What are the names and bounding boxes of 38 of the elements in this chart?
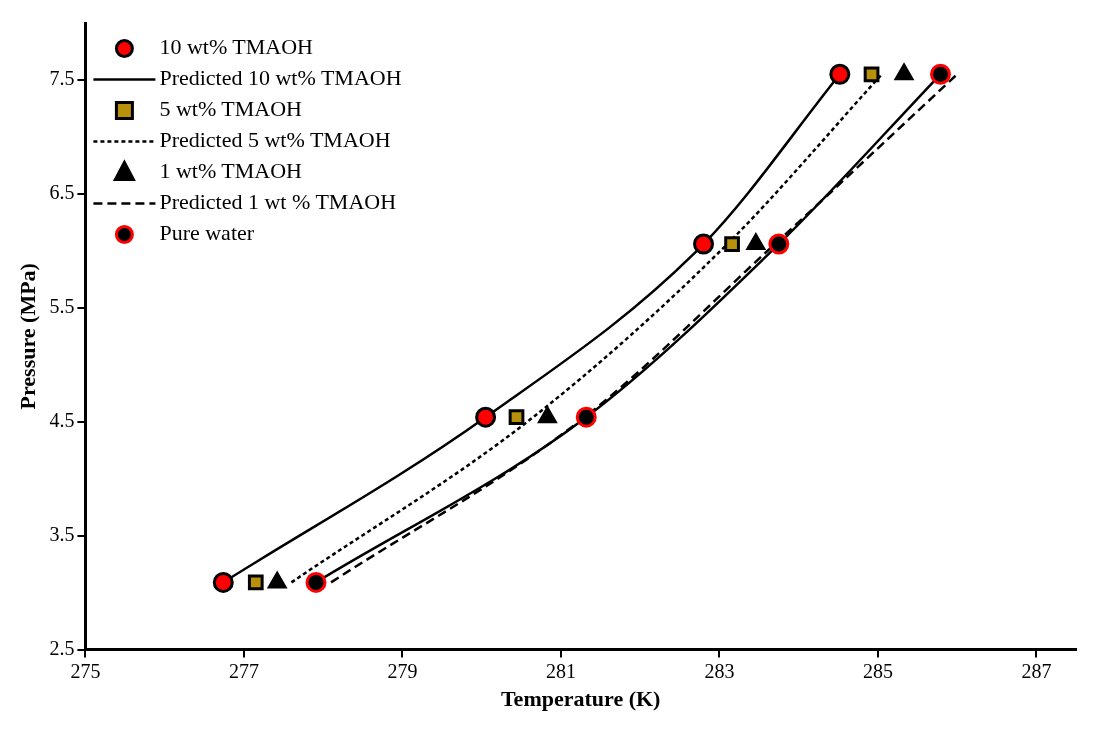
point [768,233,790,255]
point [475,406,497,428]
y-tick-label: 5.5 [49,295,75,318]
x-tick-label: 285 [862,659,893,682]
x-tick-label: 277 [228,659,259,682]
point [724,236,740,252]
legend-label: Predicted 1 wt % TMAOH [159,189,397,215]
x-tick-label: 283 [704,659,735,682]
y-tick-label: 7.5 [49,67,75,90]
x-tick-label: 279 [387,659,418,682]
point [575,406,597,428]
legend-label: Pure water [159,220,255,246]
legend-label: Predicted 5 wt% TMAOH [159,127,391,153]
point [212,571,234,593]
point [247,574,264,591]
y-tick-label: 4.5 [49,409,75,431]
y-tick-label: 2.5 [49,636,75,659]
point [693,233,715,255]
point [863,66,880,83]
point [746,233,766,251]
legend-label: 10 wt% TMAOH [159,34,314,60]
point [829,63,851,85]
point [538,406,557,424]
point [894,63,914,81]
point [267,571,287,589]
y-tick-label: 6.5 [49,181,75,204]
point [508,409,525,426]
legend-label: 5 wt% TMAOH [159,96,303,122]
legend-label: Predicted 10 wt% TMAOH [159,65,402,91]
point [929,63,951,85]
x-tick-label: 275 [70,659,101,682]
x-tick-label: 287 [1021,659,1052,682]
x-tick-label: 281 [545,659,576,682]
y-tick-label: 3.5 [49,522,75,545]
x-axis-title: Temperature (K) [500,686,661,712]
legend-label: 1 wt% TMAOH [159,158,303,184]
y-axis-title: Pressure (MPa) [14,263,40,410]
point [305,571,327,593]
